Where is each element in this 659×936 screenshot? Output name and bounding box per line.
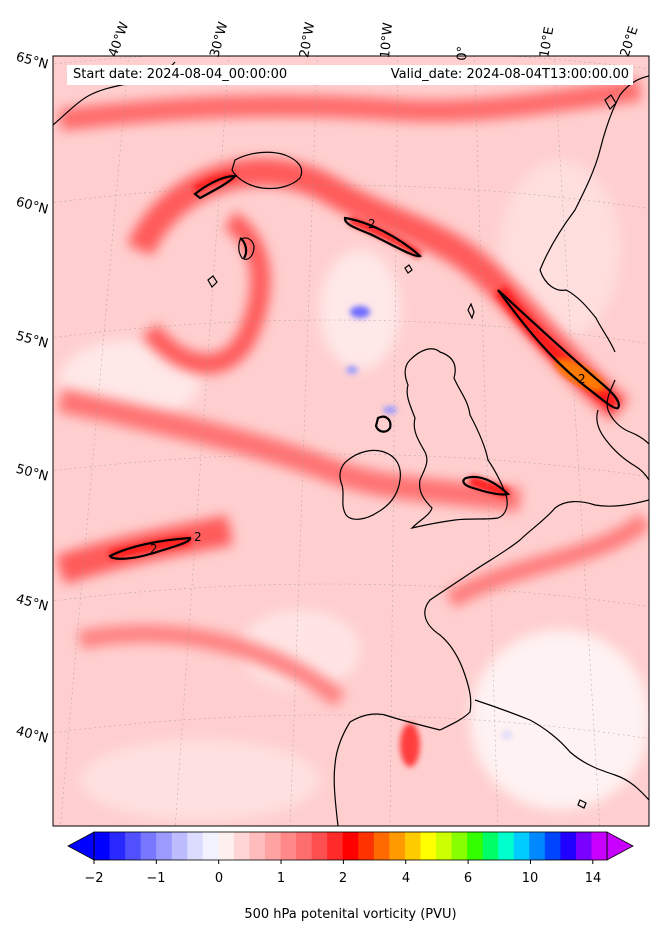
colorbar-cell [389,832,406,860]
colorbar [67,831,634,864]
colorbar-tick-label: 0 [214,871,224,886]
colorbar-tick-label: 6 [463,871,473,886]
map-frame [52,55,650,827]
contour-label: 2 [194,530,202,544]
colorbar-cell [544,832,561,860]
longitude-label: 10°W [378,21,397,59]
colorbar-cell [296,832,313,860]
colorbar-cell [404,832,421,860]
low-pv-regions [60,160,649,820]
contour-label: 2 [368,217,376,231]
colorbar-cell [327,832,344,860]
contour-label: 2 [150,542,158,556]
colorbar-cell [342,832,359,860]
colorbar-cell [109,832,126,860]
colorbar-ticks [93,860,594,864]
colorbar-cell [125,832,142,860]
colorbar-cell [156,832,173,860]
colorbar-tick-label: 2 [338,871,348,886]
colorbar-cell [498,832,515,860]
graticule [53,56,649,826]
colorbar-cells [94,832,608,860]
colorbar-cell [591,832,608,860]
contour-label: 2 [578,372,586,386]
colorbar-tick-label: 1 [276,871,286,886]
colorbar-cell [265,832,282,860]
colorbar-cell [358,832,375,860]
colorbar-cell [280,832,297,860]
colorbar-cell [529,832,546,860]
date-info-bar: Start date: 2024-08-04_00:00:00 Valid_da… [67,65,633,85]
longitude-label: 0° [455,45,471,61]
negative-pv-spots [346,306,512,739]
max-pv-core [555,358,605,392]
colorbar-cell [482,832,499,860]
colorbar-cell [575,832,592,860]
colorbar-cell [171,832,188,860]
colorbar-tick-label: 14 [584,871,602,886]
colorbar-tick-label: 10 [521,871,539,886]
colorbar-cell [140,832,157,860]
colorbar-cell [467,832,484,860]
pv-map: 2 2 2 2 [52,55,650,827]
colorbar-tick-label: −1 [146,871,166,886]
colorbar-title: 500 hPa potenital vorticity (PVU) [244,907,457,922]
start-date-text: Start date: 2024-08-04_00:00:00 [73,67,288,82]
colorbar-tick-label: −2 [84,871,104,886]
colorbar-cell [513,832,530,860]
colorbar-cell [202,832,219,860]
colorbar-cell [451,832,468,860]
colorbar-cell [233,832,250,860]
colorbar-cell [420,832,437,860]
colorbar-cell [311,832,328,860]
colorbar-cell [187,832,204,860]
colorbar-cell [218,832,235,860]
pv-2-contours [108,174,620,560]
colorbar-cell [249,832,266,860]
valid-date-text: Valid_date: 2024-08-04T13:00:00.00 [390,67,629,82]
colorbar-cell [373,832,390,860]
colorbar-cell [436,832,453,860]
colorbar-min-extend [67,831,95,861]
colorbar-max-extend [606,831,634,861]
colorbar-tick-label: 4 [401,871,411,886]
colorbar-cell [94,832,111,860]
contour-labels: 2 2 2 2 [150,217,586,556]
colorbar-frame [93,831,608,861]
colorbar-cell [560,832,577,860]
